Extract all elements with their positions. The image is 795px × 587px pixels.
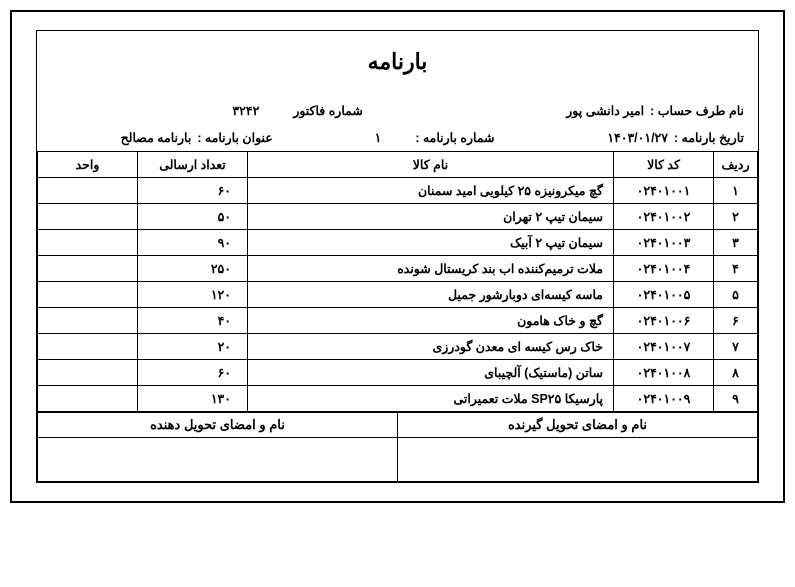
table-row: ۵۰۲۴۰۱۰۰۵ماسه کیسه‌ای دوبارشور جمیل۱۲۰	[38, 282, 758, 308]
deliverer-signature-space	[38, 438, 398, 482]
cell-unit	[38, 230, 138, 256]
cell-qty: ۶۰	[138, 178, 248, 204]
document-title: بارنامه	[37, 49, 758, 75]
cell-code: ۰۲۴۰۱۰۰۲	[614, 204, 714, 230]
table-header-row: ردیف کد کالا نام کالا تعداد ارسالی واحد	[38, 152, 758, 178]
info-row-1: نام طرف حساب : امیر دانشی پور شماره فاکت…	[37, 97, 758, 124]
cell-qty: ۲۰	[138, 334, 248, 360]
cell-qty: ۲۵۰	[138, 256, 248, 282]
invoice-value: ۳۲۴۲	[232, 103, 259, 118]
items-table: ردیف کد کالا نام کالا تعداد ارسالی واحد …	[37, 151, 758, 412]
invoice-pair: شماره فاکتور ۳۲۴۲	[51, 103, 363, 118]
invoice-label: شماره فاکتور	[293, 103, 363, 118]
cell-code: ۰۲۴۰۱۰۰۷	[614, 334, 714, 360]
table-row: ۷۰۲۴۰۱۰۰۷خاک رس کیسه ای معدن گودرزی۲۰	[38, 334, 758, 360]
cell-unit	[38, 282, 138, 308]
table-row: ۱۰۲۴۰۱۰۰۱گچ میکرونیزه ۲۵ کیلویی امید سمن…	[38, 178, 758, 204]
table-row: ۳۰۲۴۰۱۰۰۳سیمان تیپ ۲ آبیک۹۰	[38, 230, 758, 256]
signature-space-row	[38, 438, 758, 482]
receiver-signature-label: نام و امضای تحویل گیرنده	[398, 413, 758, 438]
signature-header-row: نام و امضای تحویل گیرنده نام و امضای تحو…	[38, 413, 758, 438]
cell-name: گچ میکرونیزه ۲۵ کیلویی امید سمنان	[248, 178, 614, 204]
deliverer-signature-label: نام و امضای تحویل دهنده	[38, 413, 398, 438]
cell-name: گچ و خاک هامون	[248, 308, 614, 334]
cell-code: ۰۲۴۰۱۰۰۵	[614, 282, 714, 308]
cell-qty: ۱۲۰	[138, 282, 248, 308]
cell-unit	[38, 178, 138, 204]
account-value: امیر دانشی پور	[566, 103, 644, 118]
page-outer-border: بارنامه نام طرف حساب : امیر دانشی پور شم…	[10, 10, 785, 503]
subject-value: بارنامه مصالح	[121, 130, 192, 145]
cell-unit	[38, 256, 138, 282]
cell-name: خاک رس کیسه ای معدن گودرزی	[248, 334, 614, 360]
cell-unit	[38, 308, 138, 334]
cell-name: پارسیکا SP۲۵ ملات تعمیراتی	[248, 386, 614, 412]
number-pair: شماره بارنامه : ۱	[273, 130, 495, 145]
cell-row-number: ۶	[714, 308, 758, 334]
cell-code: ۰۲۴۰۱۰۰۱	[614, 178, 714, 204]
cell-row-number: ۵	[714, 282, 758, 308]
cell-row-number: ۳	[714, 230, 758, 256]
cell-qty: ۹۰	[138, 230, 248, 256]
cell-row-number: ۱	[714, 178, 758, 204]
page-inner-border: بارنامه نام طرف حساب : امیر دانشی پور شم…	[36, 30, 759, 483]
cell-name: سیمان تیپ ۲ آبیک	[248, 230, 614, 256]
account-label: نام طرف حساب :	[650, 103, 744, 118]
receiver-signature-space	[398, 438, 758, 482]
cell-qty: ۴۰	[138, 308, 248, 334]
date-pair: تاریخ بارنامه : ۱۴۰۳/۰۱/۲۷	[495, 130, 744, 145]
cell-row-number: ۹	[714, 386, 758, 412]
header-qty: تعداد ارسالی	[138, 152, 248, 178]
account-pair: نام طرف حساب : امیر دانشی پور	[363, 103, 744, 118]
header-name: نام کالا	[248, 152, 614, 178]
cell-code: ۰۲۴۰۱۰۰۹	[614, 386, 714, 412]
cell-name: ملات ترمیم‌کننده اب بند کریستال شونده	[248, 256, 614, 282]
table-row: ۶۰۲۴۰۱۰۰۶گچ و خاک هامون۴۰	[38, 308, 758, 334]
info-row-2: تاریخ بارنامه : ۱۴۰۳/۰۱/۲۷ شماره بارنامه…	[37, 124, 758, 151]
cell-row-number: ۲	[714, 204, 758, 230]
table-row: ۸۰۲۴۰۱۰۰۸ساتن (ماستیک) آلچیبای۶۰	[38, 360, 758, 386]
number-value: ۱	[375, 130, 382, 145]
header-code: کد کالا	[614, 152, 714, 178]
cell-row-number: ۴	[714, 256, 758, 282]
cell-unit	[38, 334, 138, 360]
cell-row-number: ۷	[714, 334, 758, 360]
cell-code: ۰۲۴۰۱۰۰۳	[614, 230, 714, 256]
table-row: ۲۰۲۴۰۱۰۰۲سیمان تیپ ۲ تهران۵۰	[38, 204, 758, 230]
signature-table: نام و امضای تحویل گیرنده نام و امضای تحو…	[37, 412, 758, 482]
cell-name: ساتن (ماستیک) آلچیبای	[248, 360, 614, 386]
number-label: شماره بارنامه :	[415, 130, 494, 145]
date-label: تاریخ بارنامه :	[674, 130, 744, 145]
cell-qty: ۵۰	[138, 204, 248, 230]
title-section: بارنامه	[37, 31, 758, 97]
date-value: ۱۴۰۳/۰۱/۲۷	[607, 130, 668, 145]
cell-unit	[38, 386, 138, 412]
cell-code: ۰۲۴۰۱۰۰۴	[614, 256, 714, 282]
header-unit: واحد	[38, 152, 138, 178]
cell-unit	[38, 360, 138, 386]
table-row: ۴۰۲۴۰۱۰۰۴ملات ترمیم‌کننده اب بند کریستال…	[38, 256, 758, 282]
cell-name: سیمان تیپ ۲ تهران	[248, 204, 614, 230]
cell-qty: ۱۳۰	[138, 386, 248, 412]
cell-qty: ۶۰	[138, 360, 248, 386]
cell-name: ماسه کیسه‌ای دوبارشور جمیل	[248, 282, 614, 308]
cell-row-number: ۸	[714, 360, 758, 386]
cell-code: ۰۲۴۰۱۰۰۸	[614, 360, 714, 386]
cell-unit	[38, 204, 138, 230]
cell-code: ۰۲۴۰۱۰۰۶	[614, 308, 714, 334]
subject-label: عنوان بارنامه :	[197, 130, 272, 145]
table-row: ۹۰۲۴۰۱۰۰۹پارسیکا SP۲۵ ملات تعمیراتی۱۳۰	[38, 386, 758, 412]
header-row: ردیف	[714, 152, 758, 178]
subject-pair: عنوان بارنامه : بارنامه مصالح	[51, 130, 273, 145]
